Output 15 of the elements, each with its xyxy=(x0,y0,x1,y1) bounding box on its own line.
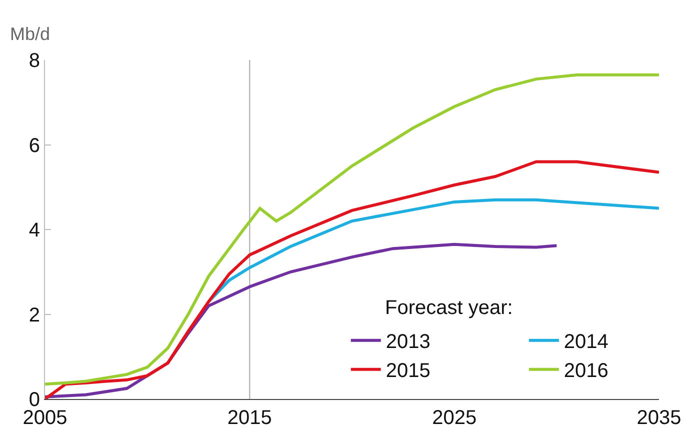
legend-title: Forecast year: xyxy=(385,297,513,319)
y-axis-title: Mb/d xyxy=(10,24,50,44)
x-tick-label: 2025 xyxy=(432,407,477,429)
x-tick-label: 2035 xyxy=(636,407,682,429)
x-tick-label: 2015 xyxy=(227,407,272,429)
legend-label: 2015 xyxy=(386,360,430,382)
y-tick-label: 4 xyxy=(28,220,40,242)
legend-label: 2013 xyxy=(386,331,430,354)
legend-label: 2014 xyxy=(564,331,608,354)
y-tick-label: 8 xyxy=(28,50,40,72)
legend-label: 2016 xyxy=(564,360,608,382)
line-series xyxy=(45,73,659,386)
y-tick-label: 2 xyxy=(28,304,40,326)
line-series xyxy=(45,160,659,399)
y-tick-label: 6 xyxy=(28,134,40,157)
